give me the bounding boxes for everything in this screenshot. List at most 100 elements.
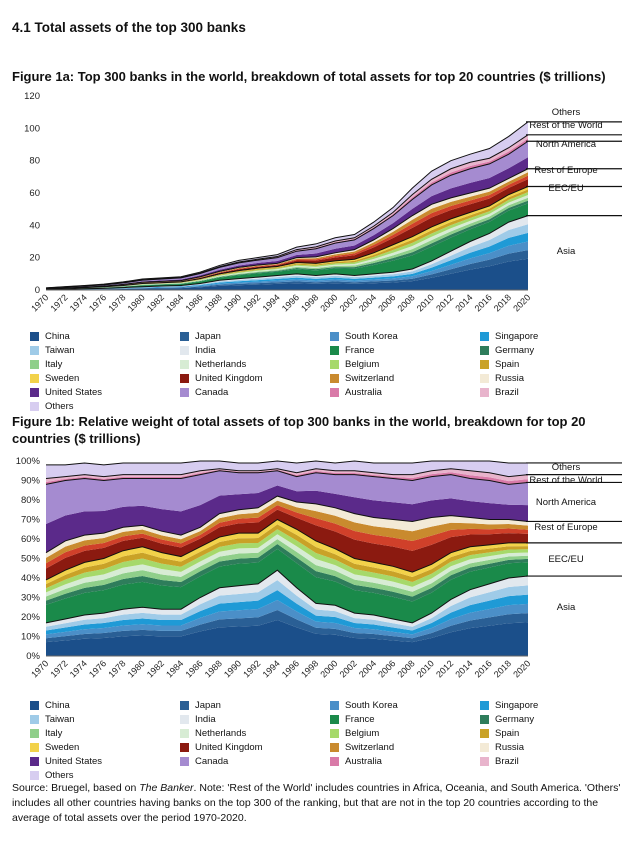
figure-1a-title: Figure 1a: Top 300 banks in the world, b… [12, 69, 606, 84]
fig1a-legend-swatch [480, 346, 489, 355]
fig1b-area-rest-of-the-world-19 [46, 469, 528, 485]
fig1a-x-tick-label: 2018 [492, 292, 513, 313]
fig1b-area-rest-of-europe-15 [46, 500, 528, 564]
fig1b-legend-swatch [480, 729, 489, 738]
fig1a-x-tick-label: 1974 [68, 292, 89, 313]
fig1b-area-rest-of-europe-14 [46, 505, 528, 569]
fig1b-legend-item: United States [30, 756, 180, 767]
fig1a-legend-item: India [180, 345, 330, 356]
fig1b-y-tick-label: 100% [16, 456, 41, 467]
fig1a-annotation-asia: Asia [557, 246, 576, 257]
fig1b-boundary-eec-eu [45, 518, 528, 581]
fig1b-legend-swatch [330, 757, 339, 766]
fig1b-legend-swatch [330, 701, 339, 710]
fig1a-x-tick-label: 1986 [183, 292, 204, 313]
fig1a-legend-swatch [330, 346, 339, 355]
fig1a-legend-swatch [480, 360, 489, 369]
fig1a-legend-swatch [480, 332, 489, 341]
fig1a-x-tick-label: 1996 [280, 292, 301, 313]
fig1b-area-asia-5 [46, 570, 528, 627]
fig1b-annotation-eec-eu: EEC/EU [548, 554, 584, 565]
fig1b-annotation-asia: Asia [557, 602, 576, 613]
fig1a-legend-swatch [180, 346, 189, 355]
fig1a-annotation-rest-of-the-world: Rest of the World [529, 120, 602, 131]
fig1a-area-asia-3 [46, 232, 528, 290]
fig1b-area-rest-of-europe-16 [46, 496, 528, 558]
fig1b-area-eec-eu-6 [46, 548, 528, 623]
fig1b-legend-label: Switzerland [345, 742, 395, 753]
fig1b-x-tick-label: 2014 [453, 658, 474, 679]
fig1a-legend-label: Germany [495, 345, 535, 356]
fig1b-x-tick-label: 2018 [492, 658, 513, 679]
fig1a-y-tick-label: 60 [29, 188, 40, 199]
fig1a-legend-label: Singapore [495, 331, 539, 342]
source-suffix: . Note: 'Rest of the World' includes cou… [12, 782, 621, 824]
fig1b-legend-swatch [30, 757, 39, 766]
fig1b-x-tick-label: 2008 [395, 658, 416, 679]
fig1a-y-tick-label: 20 [29, 253, 40, 264]
fig1a-legend-swatch [30, 388, 39, 397]
fig1a-x-tick-label: 1988 [203, 292, 224, 313]
fig1a-legend-swatch [30, 360, 39, 369]
fig1b-legend-item: India [180, 714, 330, 725]
fig1b-x-tick-label: 1972 [48, 658, 69, 679]
fig1a-y-tick-label: 0 [35, 285, 40, 296]
fig1b-y-tick-label: 20% [21, 612, 41, 623]
fig1b-legend-label: Russia [495, 742, 525, 753]
fig1b-boundary-asia [45, 569, 529, 624]
fig1a-legend-label: Sweden [45, 373, 80, 384]
fig1b-legend-item: Canada [180, 756, 330, 767]
fig1b-legend-swatch [180, 715, 189, 724]
section-title: 4.1 Total assets of the top 300 banks [12, 20, 246, 35]
fig1a-legend-label: Belgium [345, 359, 380, 370]
fig1a-legend-label: France [345, 345, 375, 356]
fig1b-legend-item: Brazil [480, 756, 630, 767]
fig1a-legend-swatch [330, 388, 339, 397]
fig1a-x-tick-label: 1984 [164, 292, 185, 313]
fig1b-legend-label: Germany [495, 714, 535, 725]
fig1a-legend-item: Spain [480, 359, 630, 370]
fig1b-legend-item: Netherlands [180, 728, 330, 739]
fig1b-legend-label: Others [45, 770, 74, 781]
fig1b-y-tick-label: 80% [21, 495, 41, 506]
fig1b-area-asia-3 [46, 590, 528, 635]
fig1b-legend-item: Spain [480, 728, 630, 739]
fig1b-legend-label: United Kingdom [195, 742, 263, 753]
fig1b-x-tick-label: 2012 [434, 658, 455, 679]
fig1b-legend-swatch [30, 743, 39, 752]
fig1b-x-tick-label: 2020 [511, 658, 532, 679]
fig1a-legend-swatch [480, 374, 489, 383]
fig1b-y-tick-label: 50% [21, 554, 41, 565]
fig1a-x-tick-label: 1980 [126, 292, 147, 313]
fig1b-x-tick-label: 2000 [318, 658, 339, 679]
fig1b-legend-label: Japan [195, 700, 221, 711]
fig1b-annotation-others: Others [552, 462, 581, 473]
fig1b-x-tick-label: 1996 [280, 658, 301, 679]
fig1b-legend-label: United States [45, 756, 103, 767]
fig1b-x-tick-label: 1994 [261, 658, 282, 679]
fig1b-legend-label: France [345, 714, 375, 725]
fig1b-legend-label: China [45, 700, 70, 711]
fig1b-legend-label: Italy [45, 728, 63, 739]
fig1a-x-tick-label: 1994 [261, 292, 282, 313]
fig1b-y-tick-label: 0% [26, 651, 40, 662]
fig1b-legend-item: Italy [30, 728, 180, 739]
figure-1a-chart: 0204060801001201970197219741976197819801… [24, 91, 622, 314]
fig1a-boundary-others [45, 121, 529, 289]
fig1b-boundary-north-america [45, 470, 529, 485]
fig1a-x-tick-label: 2002 [338, 292, 359, 313]
fig1b-y-tick-label: 10% [21, 632, 41, 643]
fig1b-x-tick-label: 1976 [87, 658, 108, 679]
fig1a-x-tick-label: 1992 [241, 292, 262, 313]
source-prefix: Source: Bruegel, based on [12, 782, 140, 794]
figure-1b-chart: 0%10%20%30%40%50%60%70%80%90%100%1970197… [16, 456, 622, 680]
fig1a-x-tick-label: 2008 [395, 292, 416, 313]
fig1a-x-tick-label: 2010 [415, 292, 436, 313]
fig1a-legend-label: Brazil [495, 387, 519, 398]
fig1a-legend-label: United States [45, 387, 103, 398]
fig1a-y-tick-label: 40 [29, 220, 40, 231]
fig1a-legend-label: Canada [195, 387, 229, 398]
fig1a-x-tick-label: 2016 [473, 292, 494, 313]
fig1b-legend-label: Spain [495, 728, 520, 739]
fig1a-legend-label: Australia [345, 387, 382, 398]
